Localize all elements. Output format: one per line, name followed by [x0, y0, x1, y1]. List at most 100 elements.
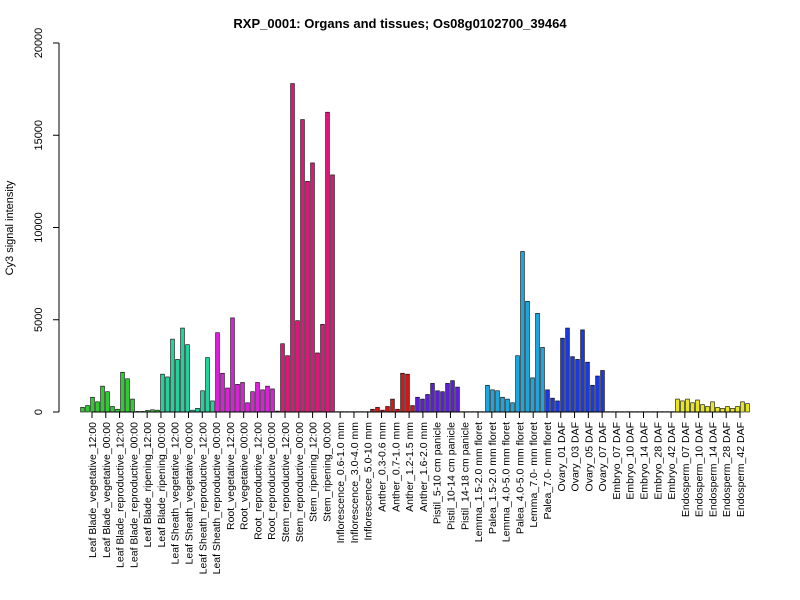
x-tick-label: Leaf Sheath_vegetative_12:00 [170, 422, 182, 565]
x-tick-label: Stem_ripening_00:00 [321, 422, 333, 522]
x-tick-label: Endosperm_07 DAF [680, 422, 692, 517]
x-tick-label: Ovary_03 DAF [570, 422, 582, 491]
bar [720, 408, 725, 413]
x-tick-label: Stem_reproductive_00:00 [294, 422, 306, 542]
x-tick-label: Palea_1.5-2.0 mm floret [487, 422, 499, 534]
bar [95, 401, 100, 413]
bar [220, 372, 225, 413]
bar [680, 400, 685, 413]
x-tick-label: Pistil_14-18 cm panicle [459, 422, 471, 530]
x-tick-label: Ovary_05 DAF [583, 422, 595, 491]
bar [600, 370, 605, 413]
bar [495, 390, 500, 413]
bar [570, 356, 575, 413]
bar [715, 407, 720, 413]
bar [330, 174, 335, 413]
bar [590, 384, 595, 413]
x-tick-label: Endosperm_42 DAF [735, 422, 747, 517]
bar [100, 385, 105, 413]
bar [85, 405, 90, 413]
x-tick-label: Embryo_10 DAF [625, 422, 637, 500]
x-tick-label: Stem_ripening_12:00 [308, 422, 320, 522]
bar [250, 391, 255, 413]
bar [585, 361, 590, 413]
bar [410, 405, 415, 413]
bar [90, 396, 95, 413]
bar [390, 398, 395, 413]
x-tick-label: Leaf Sheath_reproductive_12:00 [197, 422, 209, 575]
y-tick-label: 20000 [33, 28, 45, 59]
bar [450, 380, 455, 413]
bar [235, 384, 240, 413]
bar [505, 398, 510, 413]
bar [565, 327, 570, 413]
bar [500, 396, 505, 413]
x-tick-label: Palea_7.0- mm floret [542, 422, 554, 520]
y-tick-label: 0 [33, 409, 45, 415]
bar [580, 329, 585, 413]
bar [255, 382, 260, 413]
bar [490, 389, 495, 413]
x-tick-label: Leaf Blade_vegetative_00:00 [101, 422, 113, 558]
x-tick-label: Root_vegetative_12:00 [225, 422, 237, 530]
bar [245, 402, 250, 413]
y-axis-label: Cy3 signal intensity [4, 180, 16, 275]
bar [735, 406, 740, 413]
bar [105, 391, 110, 413]
bar [385, 406, 390, 413]
x-tick-label: Leaf Blade_reproductive_00:00 [128, 422, 140, 568]
y-tick-label: 10000 [33, 212, 45, 243]
bar [160, 373, 165, 413]
bar [400, 372, 405, 413]
bar [215, 332, 220, 413]
x-tick-label: Inflorescence_5.0-10 mm [363, 422, 375, 541]
bar [130, 398, 135, 413]
bar [125, 378, 130, 413]
bar [180, 327, 185, 413]
bar [520, 251, 525, 413]
bar [285, 355, 290, 413]
bar [320, 324, 325, 413]
bar [555, 400, 560, 413]
bar [540, 347, 545, 413]
x-axis: Leaf Blade_vegetative_12:00 Leaf Blade_ve… [87, 411, 747, 575]
bar [325, 111, 330, 413]
bar [550, 397, 555, 413]
bar [195, 408, 200, 413]
bar [425, 394, 430, 413]
bar [435, 390, 440, 413]
bar [725, 406, 730, 413]
x-tick-label: Stem_reproductive_12:00 [280, 422, 292, 542]
x-tick-label: Inflorescence_0.6-1.0 mm [335, 422, 347, 544]
x-tick-label: Root_vegetative_00:00 [239, 422, 251, 530]
x-tick-label: Ovary_01 DAF [556, 422, 568, 491]
bar [375, 407, 380, 413]
x-tick-label: Embryo_28 DAF [652, 422, 664, 500]
x-tick-label: Palea_4.0-5.0 mm floret [514, 422, 526, 534]
bar [80, 407, 85, 413]
bar [420, 398, 425, 413]
bar [525, 300, 530, 413]
bar [185, 344, 190, 413]
bar [485, 384, 490, 413]
bar [110, 406, 115, 413]
bar [210, 400, 215, 413]
bar [310, 162, 315, 413]
x-tick-label: Anther_0.7-1.0 mm [390, 422, 402, 512]
x-tick-label: Leaf Blade_ripening_12:00 [142, 422, 154, 548]
bar [705, 406, 710, 413]
bar [230, 317, 235, 413]
x-tick-label: Endosperm_28 DAF [721, 422, 733, 517]
bar [530, 377, 535, 413]
bar [120, 372, 125, 413]
bar [240, 382, 245, 413]
bar [405, 373, 410, 413]
bar [175, 359, 180, 413]
x-tick-label: Pistil_10-14 cm panicle [445, 422, 457, 530]
bar [440, 391, 445, 413]
x-tick-label: Embryo_42 DAF [666, 422, 678, 500]
bar [575, 359, 580, 413]
bar [165, 376, 170, 413]
bar [260, 389, 265, 413]
bar [170, 338, 175, 413]
